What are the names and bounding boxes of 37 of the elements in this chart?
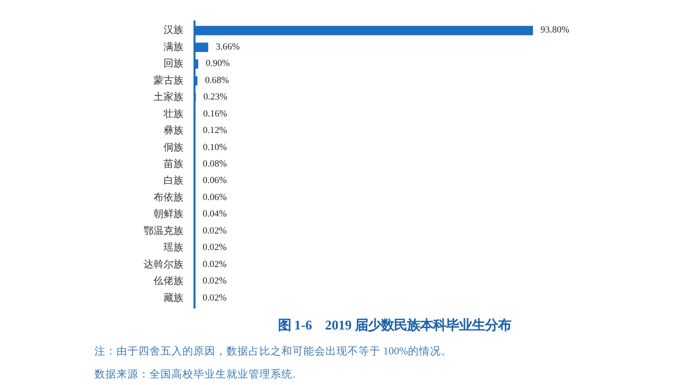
y-tick-label: 瑶族 — [164, 242, 184, 254]
data-label: 0.08% — [202, 160, 228, 170]
data-label: 0.02% — [202, 293, 227, 304]
y-tick-label: 壮族 — [162, 108, 184, 120]
y-tick-label: 苗族 — [164, 158, 184, 170]
y-tick-label: 藏族 — [164, 292, 184, 304]
data-label: 0.02% — [202, 260, 227, 270]
y-tick-label: 彝族 — [164, 124, 184, 137]
data-label: 0.06% — [202, 176, 228, 186]
source-note: 数据来源：全国高校毕业生就业管理系统. — [94, 368, 296, 380]
data-label: 0.90% — [206, 59, 230, 70]
y-tick-label: 土家族 — [154, 91, 184, 104]
data-label: 0.16% — [203, 109, 228, 120]
y-tick-label: 布依族 — [154, 191, 184, 204]
data-label: 0.23% — [203, 92, 228, 103]
y-tick-label: 达斡尔族 — [144, 258, 184, 270]
y-tick-label: 鄂温克族 — [144, 224, 184, 237]
y-tick-label: 蒙古族 — [154, 74, 184, 86]
data-label: 93.80% — [540, 26, 570, 36]
y-tick-label: 白族 — [164, 174, 184, 187]
y-tick-label: 朝鲜族 — [154, 208, 184, 220]
y-tick-label: 仫佬族 — [152, 275, 184, 288]
data-label: 0.04% — [202, 210, 227, 220]
data-label: 0.02% — [202, 243, 227, 254]
data-label: 0.68% — [204, 76, 230, 86]
y-tick-label: 回族 — [164, 58, 184, 70]
data-label: 0.06% — [202, 192, 228, 203]
data-label: 0.10% — [202, 142, 228, 153]
text: 图 1-6 2019 届少数民族本科毕业生分布 — [278, 318, 512, 332]
y-tick-label: 侗族 — [164, 141, 184, 154]
y-tick-label: 汉族 — [164, 24, 184, 36]
data-label: 0.12% — [202, 126, 228, 136]
y-tick-label: 满族 — [164, 40, 184, 53]
data-label: 0.02% — [202, 226, 227, 236]
data-label: 0.02% — [202, 276, 227, 287]
text: 注：由于四舍五入的原因，数据占比之和可能会出现不等于 100%的情况。 — [94, 344, 452, 358]
data-label: 3.66% — [216, 42, 240, 52]
